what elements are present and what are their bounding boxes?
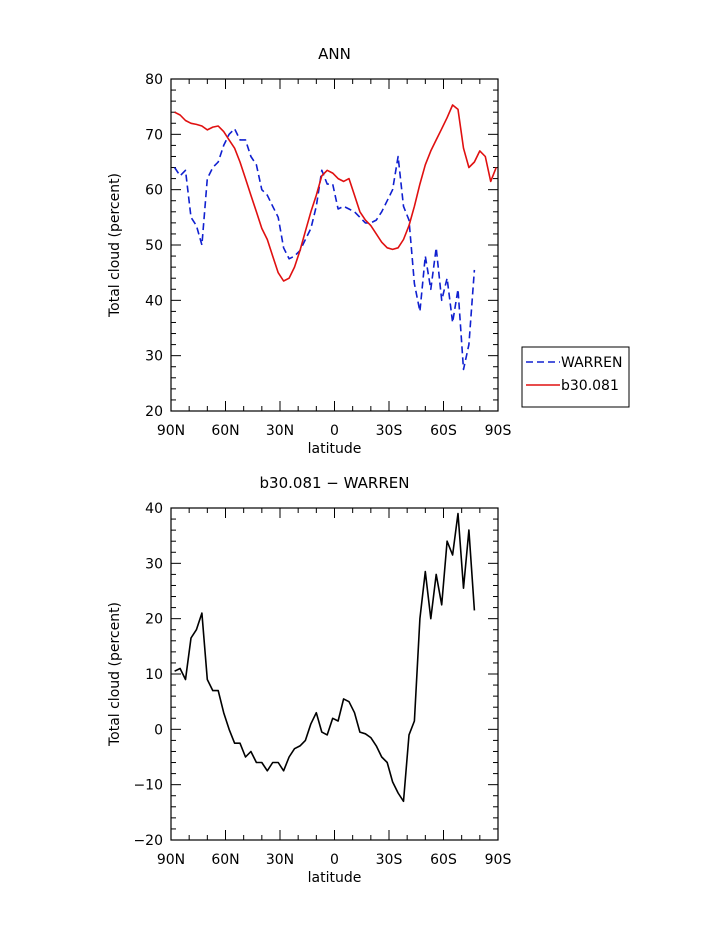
series-line-warren [173,128,476,371]
y-tick-label: 10 [145,667,163,683]
x-tick-label: 60N [211,423,239,439]
x-tick-label: 0 [330,852,339,868]
chart-panel-2: b30.081 − WARREN 90N 60N 30N 0 30S 60S 90S −20 −1… [107,474,511,886]
y-tick-label: −10 [133,778,163,794]
x-tick-label: 60N [211,852,239,868]
y-tick-label: 70 [145,127,163,143]
y-tick-label: 30 [145,556,163,572]
series-line-b30-081 [174,104,497,282]
y-axis-label: Total cloud (percent) [107,602,123,747]
y-tick-label: 20 [145,404,163,420]
legend: WARREN b30.081 [521,346,630,408]
legend-box [521,346,630,408]
chart-panel-1: ANN 90N 60N 30N 0 30S 60S 90S 20 30 40 50 60 70 80 lati… [107,45,630,457]
legend-label: WARREN [561,355,622,371]
y-tick-label: 20 [145,612,163,628]
x-tick-label: 30N [266,852,294,868]
x-tick-label: 90S [485,423,512,439]
y-tick-label: 40 [145,293,163,309]
y-tick-label: 30 [145,349,163,365]
x-axis-label: latitude [308,870,362,886]
y-axis-label: Total cloud (percent) [107,173,123,318]
x-axis-label: latitude [308,441,362,457]
y-tick-label: 50 [145,238,163,254]
chart-title: ANN [318,45,351,63]
x-tick-label: 90N [157,852,185,868]
legend-label: b30.081 [561,378,619,394]
series-line [174,512,476,803]
x-tick-label: 30S [376,423,403,439]
chart-title: b30.081 − WARREN [260,474,410,492]
x-tick-label: 60S [430,423,457,439]
plot-frame [170,507,499,841]
x-tick-label: 30N [266,423,294,439]
y-tick-label: 0 [154,722,163,738]
y-tick-label: 60 [145,183,163,199]
y-tick-label: 80 [145,72,163,88]
x-tick-label: 0 [330,423,339,439]
x-tick-label: 60S [430,852,457,868]
x-tick-label: 90S [485,852,512,868]
y-tick-label: −20 [133,833,163,849]
y-tick-label: 40 [145,501,163,517]
x-tick-label: 30S [376,852,403,868]
x-tick-label: 90N [157,423,185,439]
